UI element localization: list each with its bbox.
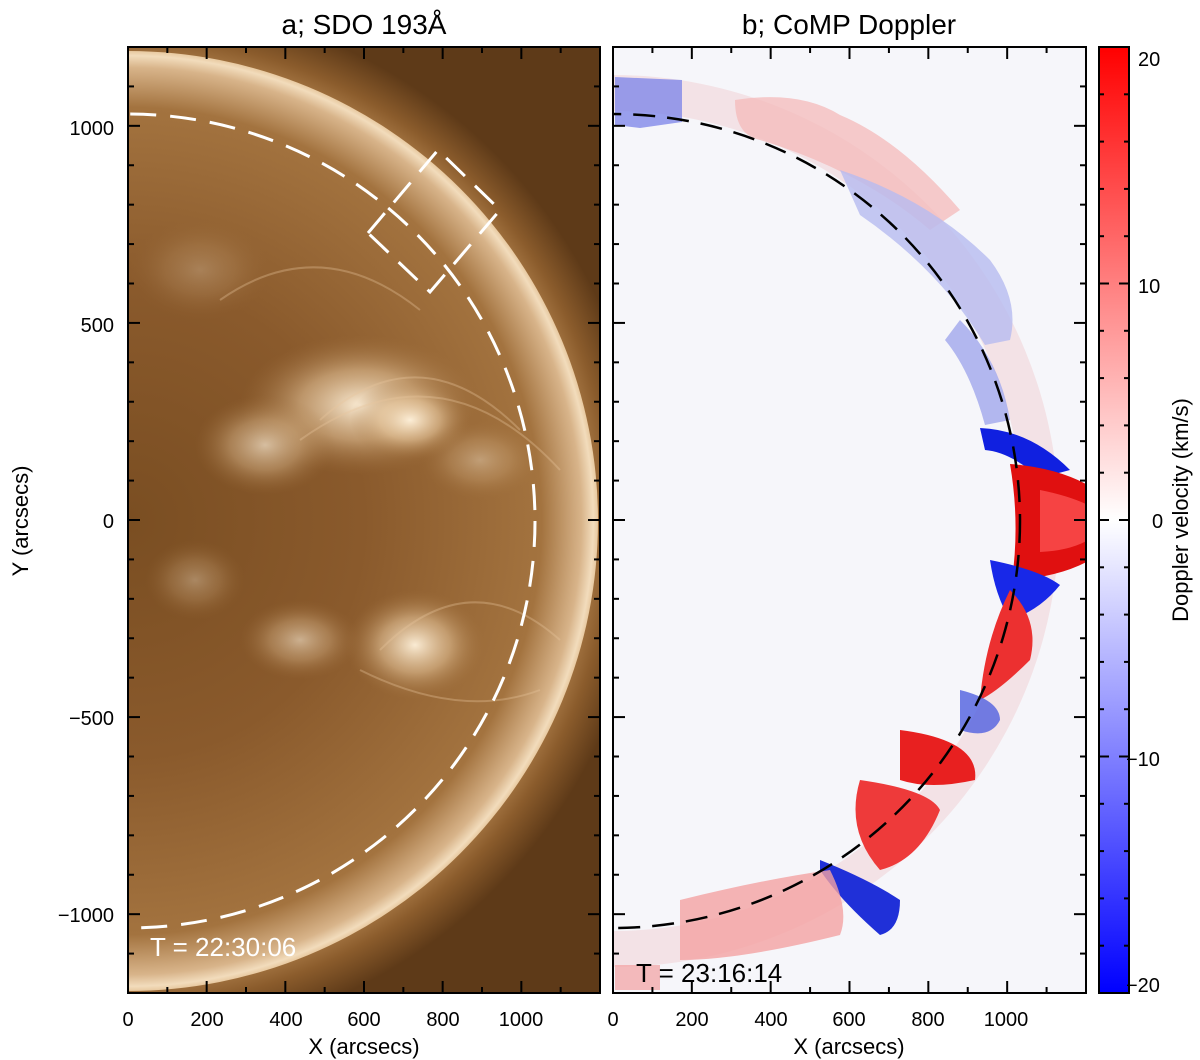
colorbar-ticks — [1099, 46, 1129, 994]
panel-a-ticks — [127, 46, 601, 994]
y-tick-label: −500 — [69, 708, 114, 730]
panel-a-ylabel: Y (arcsecs) — [8, 466, 33, 577]
x-tick-label: 600 — [347, 1009, 380, 1031]
panel-a-timestamp: T = 22:30:06 — [150, 932, 296, 962]
sdo-image — [128, 47, 600, 993]
panel-b-xlabel: X (arcsecs) — [793, 1034, 904, 1059]
colorbar-tick-label: 10 — [1138, 276, 1160, 298]
panel-a-title: a; SDO 193Å — [282, 9, 447, 40]
x-tick-label: 600 — [832, 1009, 865, 1031]
x-tick-label: 800 — [911, 1009, 944, 1031]
y-tick-label: 1000 — [70, 118, 115, 140]
panel-a-y-tick-labels: 1000 500 0 −500 −1000 — [58, 118, 114, 927]
x-tick-label: 1000 — [499, 1009, 544, 1031]
x-tick-label: 0 — [122, 1009, 133, 1031]
colorbar-tick-label: 0 — [1152, 511, 1163, 533]
panel-b-x-tick-labels: 0 200 400 600 800 1000 — [607, 1009, 1028, 1031]
panel-a: a; SDO 193Å — [8, 9, 601, 1059]
y-tick-label: 500 — [81, 315, 114, 337]
panel-a-xlabel: X (arcsecs) — [308, 1034, 419, 1059]
colorbar-tick-label: −10 — [1126, 749, 1160, 771]
comp-doppler-image — [613, 47, 1086, 993]
colorbar-tick-label: 20 — [1138, 49, 1160, 71]
x-tick-label: 200 — [190, 1009, 223, 1031]
x-tick-label: 1000 — [984, 1009, 1029, 1031]
x-tick-label: 200 — [675, 1009, 708, 1031]
x-tick-label: 800 — [426, 1009, 459, 1031]
panel-b: b; CoMP Doppler — [607, 9, 1087, 1059]
colorbar-tick-label: −20 — [1126, 975, 1160, 997]
colorbar-label: Doppler velocity (km/s) — [1168, 398, 1193, 622]
x-tick-label: 400 — [754, 1009, 787, 1031]
panel-a-x-tick-labels: 0 200 400 600 800 1000 — [122, 1009, 543, 1031]
panel-b-ticks — [612, 46, 1087, 994]
panel-b-title: b; CoMP Doppler — [742, 9, 956, 40]
y-tick-label: 0 — [103, 511, 114, 533]
x-tick-label: 0 — [607, 1009, 618, 1031]
x-tick-label: 400 — [269, 1009, 302, 1031]
y-tick-label: −1000 — [58, 905, 114, 927]
colorbar: 20 10 0 −10 −20 Doppler velocity (km/s) — [1098, 46, 1193, 997]
panel-b-timestamp: T = 23:16:14 — [636, 958, 782, 988]
